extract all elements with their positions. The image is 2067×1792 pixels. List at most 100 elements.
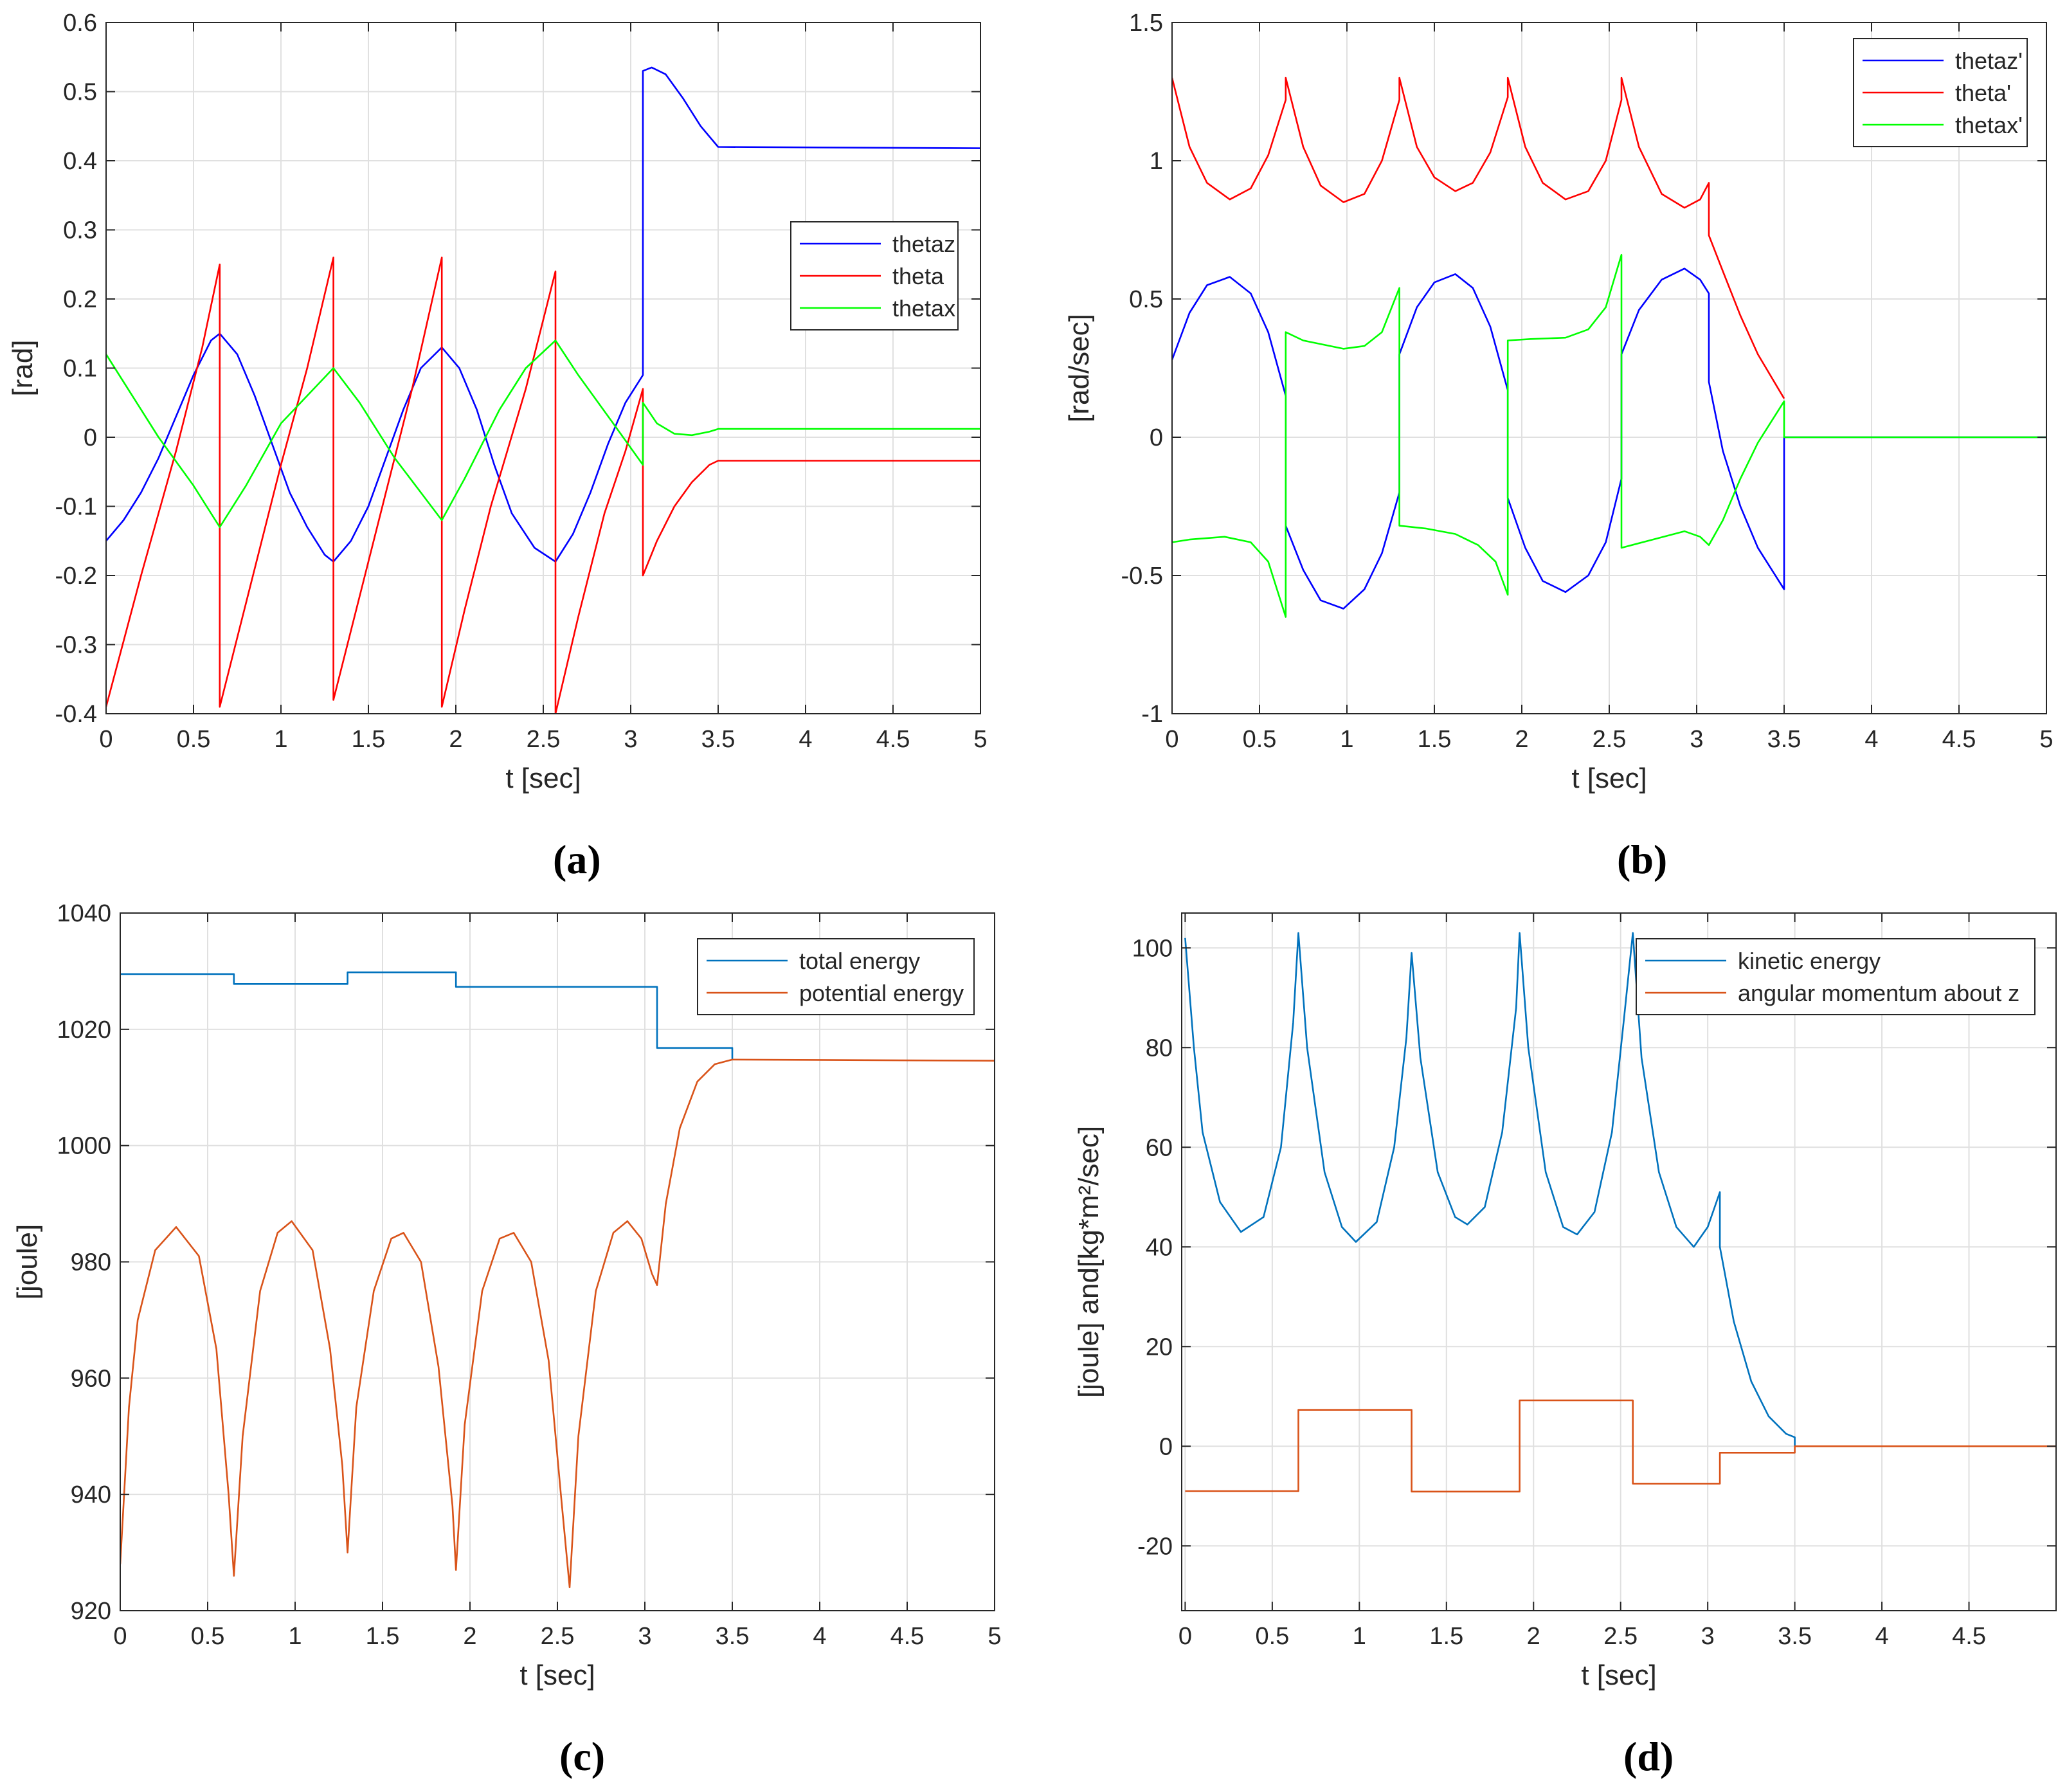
legend-label: thetax' — [1955, 112, 2023, 138]
x-tick-label: 1 — [1353, 1623, 1366, 1650]
legend-label: thetaz — [892, 231, 955, 257]
series-line-thetaz — [106, 66, 980, 563]
x-tick-label: 2.5 — [527, 726, 561, 753]
y-axis-label: [joule] and[kg*m²/sec] — [1073, 1126, 1105, 1398]
y-tick-label: -0.2 — [55, 563, 97, 590]
legend: thetaz theta thetax — [790, 221, 959, 330]
y-tick-label: 1 — [1150, 148, 1163, 175]
series-line-kinetic-energy — [1184, 932, 1796, 1447]
x-tick-label: 3 — [1690, 726, 1703, 753]
x-tick-label: 1 — [288, 1623, 302, 1650]
y-axis-label: [joule] — [12, 1224, 43, 1299]
y-tick-label: -1 — [1141, 701, 1163, 728]
x-axis-label: t [sec] — [1581, 1660, 1656, 1691]
x-tick-label: 1.5 — [1418, 726, 1452, 753]
chart-b: 0 0.5 1 1.5 2 2.5 3 3.5 4 4.5 5 -1 -0.5 0 0.5 1 1.5 t [se… — [1063, 10, 2053, 794]
x-tick-label: 4.5 — [890, 1623, 925, 1650]
y-tick-label: -0.3 — [55, 632, 97, 659]
series-line-theta — [106, 257, 980, 714]
y-tick-label: 0.4 — [63, 148, 97, 175]
x-tick-label: 3.5 — [1767, 726, 1801, 753]
y-tick-label: 920 — [71, 1598, 111, 1625]
x-tick-label: 3 — [1701, 1623, 1715, 1650]
y-tick-label: 0 — [84, 424, 97, 451]
y-tick-label: 0.3 — [63, 217, 97, 244]
x-tick-label: 3.5 — [1778, 1623, 1812, 1650]
y-tick-label: 0.5 — [63, 79, 97, 106]
x-tick-label: 2.5 — [1603, 1623, 1638, 1650]
legend-box — [697, 938, 975, 1015]
y-tick-label: 0 — [1159, 1433, 1173, 1460]
y-tick-label: 0.2 — [63, 286, 97, 313]
caption-a: (a) — [553, 837, 601, 882]
x-tick-label: 4.5 — [1942, 726, 1976, 753]
x-tick-label: 1.5 — [1429, 1623, 1463, 1650]
x-tick-label: 1 — [1340, 726, 1353, 753]
x-tick-label: 4 — [1864, 726, 1878, 753]
x-tick-label: 4 — [1875, 1623, 1889, 1650]
x-axis-label: t [sec] — [519, 1660, 595, 1691]
y-axis-label: [rad] — [7, 339, 39, 396]
legend: total energy potential energy — [697, 938, 975, 1015]
chart-d: 0 0.5 1 1.5 2 2.5 3 3.5 4 4.5 -20 0 20 40 60 80 100 t [se… — [1073, 912, 2057, 1691]
series-line-potential-energy — [120, 1058, 995, 1589]
y-tick-label: 40 — [1146, 1234, 1173, 1261]
x-tick-label: 2 — [449, 726, 462, 753]
y-tick-label: 940 — [71, 1481, 111, 1508]
legend-box — [1636, 938, 2035, 1015]
y-tick-label: 20 — [1146, 1334, 1173, 1361]
legend-label: kinetic energy — [1738, 948, 1881, 974]
legend-label: theta' — [1955, 80, 2011, 106]
y-tick-label: -0.5 — [1121, 563, 1163, 590]
legend-label: thetax — [892, 295, 955, 321]
y-tick-label: 0.6 — [63, 10, 97, 37]
series-line-angular-momentum-about-z — [1185, 1399, 2056, 1493]
x-tick-label: 1 — [274, 726, 287, 753]
x-tick-label: 3.5 — [701, 726, 736, 753]
y-tick-label: 1.5 — [1129, 10, 1163, 37]
y-tick-label: -0.1 — [55, 494, 97, 521]
series-line-thetax- — [1172, 253, 2046, 618]
x-tick-label: 5 — [988, 1623, 1001, 1650]
legend-label: angular momentum about z — [1738, 980, 2019, 1006]
x-tick-label: 3.5 — [716, 1623, 750, 1650]
x-axis-label: t [sec] — [1571, 763, 1647, 794]
legend-label: potential energy — [799, 980, 964, 1006]
x-tick-label: 2 — [1515, 726, 1528, 753]
y-tick-label: 0 — [1150, 424, 1163, 451]
y-tick-label: 1040 — [57, 900, 111, 927]
plot-area — [1182, 913, 2056, 1611]
chart-c: 0 0.5 1 1.5 2 2.5 3 3.5 4 4.5 5 920 940 960 980 1000 102… — [12, 900, 1002, 1691]
y-tick-label: 100 — [1132, 935, 1173, 962]
y-tick-label: 0.5 — [1129, 286, 1163, 313]
series-line-total-energy — [120, 971, 734, 1060]
caption-b: (b) — [1617, 837, 1668, 882]
x-tick-label: 3 — [624, 726, 637, 753]
legend-label: total energy — [799, 948, 920, 974]
x-tick-label: 0 — [113, 1623, 127, 1650]
y-tick-label: 1020 — [57, 1017, 111, 1044]
x-tick-label: 5 — [2039, 726, 2053, 753]
y-tick-label: 80 — [1146, 1035, 1173, 1062]
caption-d: (d) — [1623, 1733, 1674, 1779]
x-tick-label: 2.5 — [1593, 726, 1627, 753]
x-tick-label: 4 — [799, 726, 812, 753]
x-tick-label: 0 — [99, 726, 113, 753]
x-tick-label: 1.5 — [366, 1623, 400, 1650]
y-tick-label: 960 — [71, 1365, 111, 1392]
x-tick-label: 1.5 — [352, 726, 386, 753]
legend-label: theta — [892, 263, 944, 289]
x-tick-label: 0.5 — [191, 1623, 225, 1650]
series-line-thetax — [106, 339, 980, 529]
x-tick-label: 0.5 — [177, 726, 211, 753]
axes-box — [1181, 912, 2057, 1611]
y-axis-label: [rad/sec] — [1063, 314, 1095, 422]
series-line-theta- — [1172, 77, 1785, 399]
legend: kinetic energy angular momentum about z — [1636, 938, 2035, 1015]
x-tick-label: 0.5 — [1255, 1623, 1289, 1650]
legend: thetaz' theta' thetax' — [1853, 38, 2028, 147]
x-tick-label: 2 — [463, 1623, 476, 1650]
y-tick-label: -0.4 — [55, 701, 97, 728]
